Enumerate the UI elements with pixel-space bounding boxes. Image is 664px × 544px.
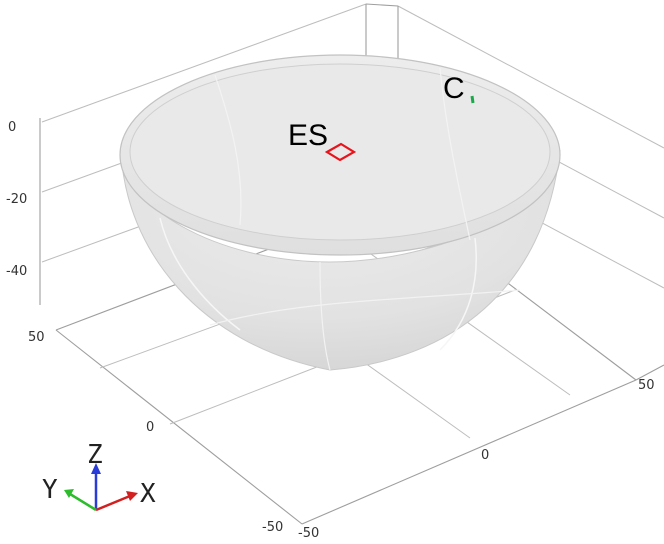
axis-triad: Z X Y [42,440,156,512]
c-marker[interactable] [470,95,475,104]
triad-y-axis [69,492,97,512]
triad-z-arrow-icon [91,463,101,474]
y-tick-minus50: -50 [262,520,283,535]
c-label: C [443,72,465,105]
triad-x-arrow-icon [126,491,138,501]
z-tick-minus40: -40 [6,264,27,279]
triad-z-label: Z [87,440,103,470]
z-tick-minus20: -20 [6,192,27,207]
triad-y-label: Y [42,475,58,505]
x-tick-50: 50 [638,378,655,393]
es-label: ES [288,119,328,152]
x-tick-0: 0 [481,448,489,463]
y-tick-0: 0 [146,420,154,435]
hemisphere-bowl[interactable] [119,54,561,371]
triad-x-label: X [140,479,156,509]
bowl-inner-rim [129,63,551,241]
triad-x-axis [95,494,131,512]
x-tick-minus50: -50 [298,526,319,541]
es-electrode-marker[interactable] [324,142,357,162]
y-tick-50: 50 [28,330,45,345]
z-tick-0: 0 [8,120,16,135]
triad-y-arrow-icon [64,489,74,498]
